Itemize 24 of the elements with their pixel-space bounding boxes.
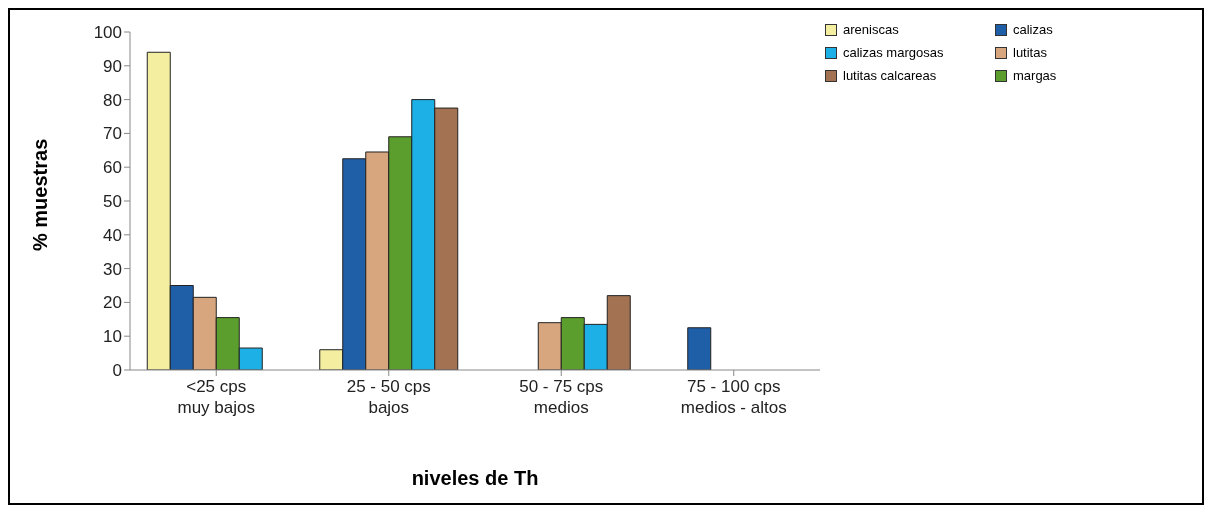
legend-label: areniscas	[843, 22, 899, 37]
y-tick-label: 30	[103, 259, 122, 279]
y-tick-label: 0	[112, 361, 122, 381]
x-tick-label: <25 cps muy bajos	[177, 377, 255, 417]
x-tick-label: 50 - 75 cps medios	[519, 377, 604, 417]
y-tick-label: 100	[93, 23, 122, 43]
x-tick-label: 25 - 50 cps bajos	[346, 377, 431, 417]
y-tick-label: 40	[103, 225, 122, 245]
y-tick-label: 90	[103, 56, 122, 76]
legend-label: calizas	[1013, 22, 1053, 37]
x-tick-label: 75 - 100 cps medios - altos	[680, 377, 787, 417]
y-tick-label: 20	[103, 293, 122, 313]
y-tick-label: 50	[103, 192, 122, 212]
y-tick-label: 80	[103, 90, 122, 110]
bar	[687, 327, 712, 370]
y-tick-label: 70	[103, 124, 122, 144]
legend-label: margas	[1013, 68, 1057, 83]
y-tick-label: 10	[103, 327, 122, 347]
y-tick-label: 60	[103, 158, 122, 178]
y-axis-title: % muestras	[29, 138, 52, 251]
legend-label: lutitas	[1013, 45, 1047, 60]
legend-label: lutitas calcareas	[843, 68, 937, 83]
legend-label: calizas margosas	[843, 45, 944, 60]
x-axis-title: niveles de Th	[411, 467, 539, 489]
